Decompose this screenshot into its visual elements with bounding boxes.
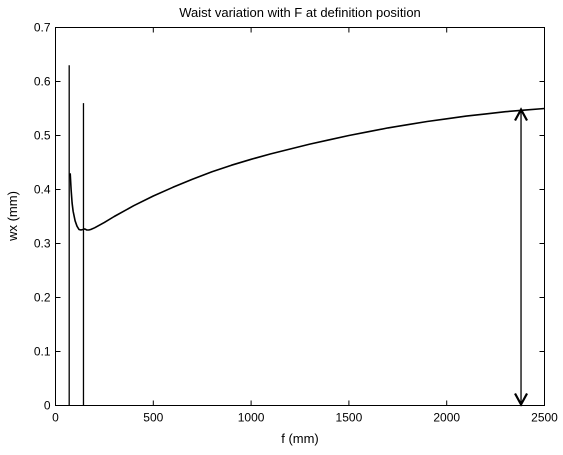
plot-area-frame [55, 27, 545, 406]
y-tick-label: 0.6 [34, 75, 51, 89]
y-tick-label: 0 [44, 399, 51, 413]
x-tick-label: 2000 [433, 411, 460, 425]
y-tick-label: 0.4 [34, 183, 51, 197]
x-tick-label: 2500 [531, 411, 558, 425]
annotation-arrow [514, 107, 528, 407]
y-tick-label: 0.2 [34, 291, 51, 305]
x-tick-label: 1000 [238, 411, 265, 425]
chart-title: Waist variation with F at definition pos… [179, 5, 421, 20]
y-tick-label: 0.5 [34, 129, 51, 143]
y-tick-label: 0.1 [34, 345, 51, 359]
series-line [69, 107, 545, 231]
x-axis-label: f (mm) [281, 431, 319, 446]
data-series [68, 65, 545, 406]
arrow-head-down [514, 392, 528, 407]
y-tick-label: 0.7 [34, 21, 51, 35]
axis-ticks: 0 500 1000 1500 2000 2500 0 0.1 0.2 0.3 0.4 0.5 0.6 0… [34, 21, 558, 425]
x-tick-label: 0 [52, 411, 59, 425]
x-tick-label: 1500 [336, 411, 363, 425]
y-axis-label: wx (mm) [5, 191, 20, 242]
x-tick-label: 500 [143, 411, 163, 425]
y-tick-label: 0.3 [34, 237, 51, 251]
arrow-head-up [514, 107, 528, 122]
